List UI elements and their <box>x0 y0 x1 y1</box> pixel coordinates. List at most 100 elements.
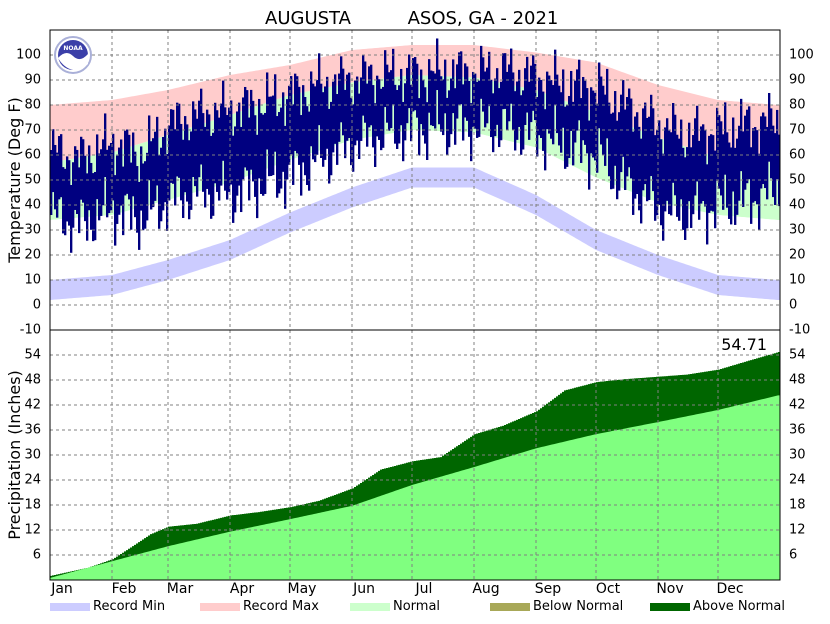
temp-obs-bar <box>290 76 293 155</box>
temp-obs-bar <box>194 109 197 187</box>
temp-obs-bar <box>702 124 705 201</box>
temp-ylabel: Temperature (Deg F) <box>5 97 24 264</box>
temp-obs-bar <box>664 127 667 212</box>
temp-obs-bar <box>450 78 453 135</box>
temp-obs-bar <box>748 106 751 180</box>
temp-obs-bar <box>578 59 581 121</box>
temp-obs-bar <box>310 71 313 147</box>
temp-obs-bar <box>530 65 533 123</box>
temp-obs-bar <box>120 139 123 206</box>
temp-obs-bar <box>628 88 631 168</box>
temp-obs-bar <box>314 86 317 163</box>
temp-obs-bar <box>280 107 283 189</box>
temp-obs-bar <box>492 93 495 153</box>
temp-obs-bar <box>760 116 763 189</box>
temp-obs-bar <box>244 86 247 168</box>
chart-title-network: ASOS, GA - 2021 <box>408 8 559 29</box>
temp-obs-bar <box>254 115 257 197</box>
temp-obs-bar <box>484 71 487 128</box>
temp-obs-bar <box>708 135 711 213</box>
temp-obs-bar <box>202 113 205 192</box>
temp-obs-bar <box>426 102 429 160</box>
temp-obs-bar <box>692 135 695 215</box>
temp-obs-bar <box>416 63 419 118</box>
temp-obs-bar <box>684 157 687 240</box>
grid-lines <box>50 30 780 580</box>
temp-obs-bar <box>472 71 475 127</box>
temp-obs-bar <box>70 185 73 253</box>
temp-obs-bar <box>744 115 747 190</box>
temp-obs-bar <box>650 94 653 177</box>
temp-obs-bar <box>432 71 435 126</box>
precip-tick-right: 12 <box>789 523 806 538</box>
temp-obs-bar <box>386 64 389 123</box>
temp-obs-bar <box>84 155 87 222</box>
temp-obs-bar <box>566 104 569 167</box>
temp-obs-bar <box>596 103 599 173</box>
temp-obs-bar <box>420 69 423 125</box>
temp-obs-bar <box>200 88 203 165</box>
temp-obs-bar <box>498 88 501 148</box>
temp-obs-bar <box>384 50 387 108</box>
temp-obs-bar <box>762 112 765 185</box>
temp-tick-left: -10 <box>20 323 41 338</box>
temp-obs-bar <box>308 111 311 191</box>
legend-item: Above Normal <box>650 599 785 614</box>
temp-obs-bar <box>238 102 241 186</box>
temp-obs-bar <box>538 77 541 136</box>
temp-obs-bar <box>552 85 555 145</box>
temp-obs-bar <box>694 118 697 196</box>
temp-obs-bar <box>558 85 561 146</box>
temp-obs-bar <box>728 142 731 219</box>
temp-obs-bar <box>610 113 613 190</box>
temp-obs-bar <box>586 88 589 154</box>
temp-obs-bar <box>690 147 693 228</box>
temp-obs-bar <box>510 48 513 104</box>
temp-obs-bar <box>80 136 83 200</box>
temp-obs-bar <box>438 69 441 125</box>
temp-obs-bar <box>738 125 741 201</box>
precip-tick-right: 24 <box>789 473 806 488</box>
temp-obs-bar <box>518 69 521 127</box>
temp-obs-bar <box>704 129 707 207</box>
temp-obs-bar <box>398 85 401 144</box>
temp-obs-bar <box>106 149 109 218</box>
temp-obs-bar <box>634 116 637 199</box>
temp-obs-bar <box>330 101 333 176</box>
temp-obs-bar <box>408 54 411 109</box>
temp-obs-bar <box>92 173 95 242</box>
temp-obs-bar <box>562 69 565 128</box>
temp-obs-bar <box>374 103 377 167</box>
temp-obs-bar <box>772 125 775 198</box>
temp-obs-bar <box>710 134 713 211</box>
temp-obs-bar <box>382 86 385 148</box>
temp-tick-left: 100 <box>16 48 41 63</box>
temp-obs-bar <box>224 107 227 191</box>
month-label: Jun <box>352 581 375 597</box>
temp-obs-bar <box>332 81 335 153</box>
temp-obs-bar <box>118 147 121 215</box>
temp-obs-bar <box>502 53 505 110</box>
temp-obs-bar <box>520 95 523 155</box>
temp-obs-bar <box>508 64 511 122</box>
temp-obs-bar <box>140 146 143 211</box>
plot-border <box>49 29 781 581</box>
temp-obs-bar <box>296 76 299 154</box>
precip-tick-right: 36 <box>789 423 806 438</box>
temp-obs-bar <box>136 166 139 233</box>
temp-obs-bar <box>286 99 289 180</box>
temp-obs-bar <box>636 112 639 195</box>
temp-obs-bar <box>400 68 403 126</box>
legend-swatch <box>200 603 240 611</box>
temp-obs-bar <box>506 71 509 130</box>
temp-obs-bar <box>366 83 369 147</box>
temp-obs-bar <box>678 138 681 221</box>
precip-tick-right: 18 <box>789 498 806 513</box>
temp-obs-bar <box>172 109 175 184</box>
temp-obs-bar <box>734 147 737 225</box>
legend-item: Normal <box>350 599 440 614</box>
temp-obs-bar <box>696 105 699 182</box>
temp-obs-bar <box>352 104 355 172</box>
temp-obs-bar <box>612 112 615 189</box>
legend-item: Record Min <box>50 599 165 614</box>
